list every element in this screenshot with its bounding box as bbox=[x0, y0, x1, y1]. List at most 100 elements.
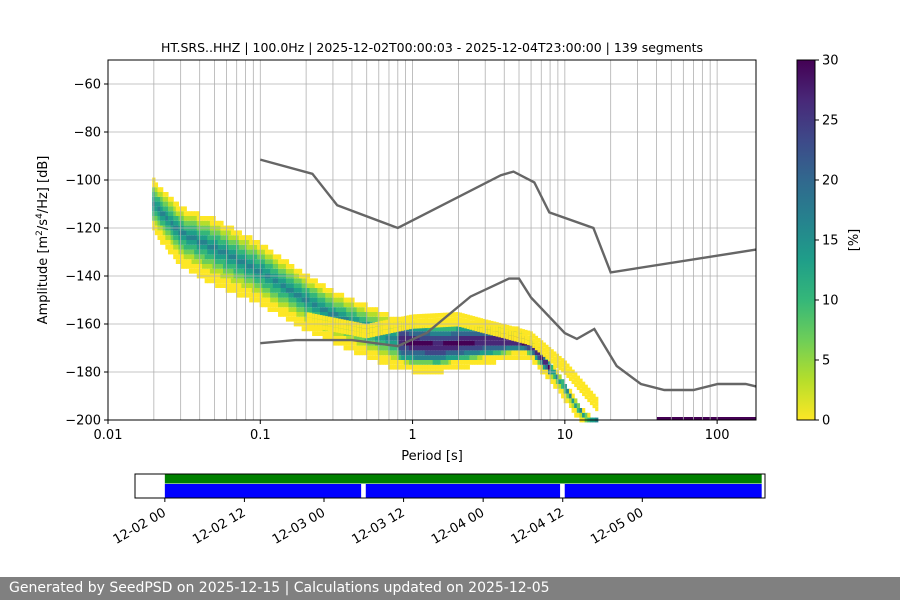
psd-cell bbox=[301, 302, 305, 308]
psd-cell bbox=[338, 307, 342, 312]
psd-cell bbox=[238, 268, 242, 274]
psd-cell bbox=[181, 264, 185, 269]
psd-cell bbox=[364, 302, 368, 308]
psd-cell bbox=[568, 393, 573, 399]
psd-cell bbox=[280, 297, 284, 303]
psd-cell bbox=[306, 278, 311, 284]
psd-cell bbox=[516, 327, 520, 333]
psd-cell bbox=[330, 326, 334, 332]
psd-cell bbox=[296, 278, 300, 284]
psd-cell bbox=[466, 364, 470, 370]
psd-cell bbox=[527, 340, 531, 345]
psd-cell bbox=[443, 350, 447, 356]
psd-cell bbox=[555, 384, 560, 389]
psd-cell bbox=[233, 254, 237, 260]
psd-cell bbox=[322, 325, 326, 330]
psd-cell bbox=[558, 360, 562, 366]
psd-cell bbox=[498, 327, 502, 333]
psd-cell bbox=[322, 302, 326, 308]
psd-cell bbox=[409, 364, 413, 370]
psd-cell bbox=[183, 254, 187, 260]
psd-cell bbox=[257, 240, 261, 245]
psd-cell bbox=[280, 283, 284, 288]
psd-cell bbox=[306, 322, 311, 327]
psd-cell bbox=[490, 350, 494, 356]
psd-cell bbox=[432, 350, 436, 356]
psd-cell bbox=[440, 336, 444, 341]
psd-cell bbox=[196, 220, 200, 226]
psd-cell bbox=[516, 345, 520, 351]
psd-cell bbox=[335, 340, 339, 346]
psd-cell bbox=[537, 338, 541, 343]
psd-cell bbox=[223, 249, 227, 255]
psd-cell bbox=[427, 326, 431, 332]
psd-cell bbox=[319, 302, 324, 308]
psd-cell bbox=[322, 312, 326, 317]
psd-cell bbox=[254, 292, 258, 298]
psd-cell bbox=[380, 345, 384, 351]
psd-cell bbox=[217, 244, 221, 250]
psd-cell bbox=[314, 297, 318, 303]
psd-cell bbox=[330, 297, 334, 303]
psd-cell bbox=[154, 230, 159, 236]
psd-cell bbox=[375, 336, 379, 341]
psd-cell bbox=[280, 288, 284, 293]
plot-frame bbox=[107, 59, 757, 421]
psd-cell bbox=[364, 316, 368, 322]
psd-cell bbox=[335, 307, 339, 312]
psd-cell bbox=[485, 345, 489, 351]
psd-cell bbox=[388, 323, 392, 329]
psd-cell bbox=[477, 317, 481, 323]
psd-cell bbox=[469, 360, 473, 365]
psd-cell bbox=[487, 355, 491, 360]
psd-cell bbox=[309, 312, 313, 318]
psd-cell bbox=[196, 249, 200, 255]
psd-cell bbox=[272, 302, 276, 308]
psd-cell bbox=[474, 316, 478, 322]
psd-cell bbox=[278, 259, 282, 264]
psd-cell bbox=[406, 364, 410, 370]
psd-cell bbox=[540, 340, 544, 346]
psd-cell bbox=[351, 330, 355, 336]
psd-cell bbox=[574, 382, 578, 387]
psd-cell bbox=[283, 264, 287, 269]
psd-cell bbox=[456, 340, 460, 346]
colorbar-tick-label: 10 bbox=[822, 294, 839, 309]
psd-cell bbox=[246, 240, 250, 245]
psd-cell bbox=[319, 288, 324, 293]
psd-cell bbox=[456, 316, 460, 322]
psd-cell bbox=[167, 216, 172, 221]
psd-cell bbox=[325, 331, 329, 336]
psd-cell bbox=[267, 259, 271, 264]
psd-cell bbox=[267, 288, 271, 293]
psd-cell bbox=[264, 302, 269, 308]
psd-cell bbox=[267, 264, 271, 269]
psd-cell bbox=[495, 355, 499, 360]
psd-cell bbox=[595, 406, 599, 412]
psd-cell bbox=[346, 320, 350, 326]
psd-cell bbox=[566, 363, 570, 369]
chart-title: HT.SRS..HHZ | 100.0Hz | 2025-12-02T00:00… bbox=[161, 40, 703, 55]
psd-cell bbox=[335, 327, 339, 333]
psd-cell bbox=[348, 320, 352, 326]
psd-cell bbox=[283, 278, 287, 284]
psd-cell bbox=[249, 254, 253, 260]
psd-cell bbox=[367, 355, 371, 360]
psd-cell bbox=[354, 350, 358, 356]
psd-cell bbox=[312, 313, 316, 319]
psd-cell bbox=[325, 336, 329, 341]
psd-cell bbox=[236, 254, 240, 260]
psd-cell bbox=[280, 264, 284, 269]
psd-cell bbox=[220, 259, 224, 264]
psd-cell bbox=[183, 216, 187, 221]
psd-cell bbox=[220, 220, 224, 226]
psd-cell bbox=[241, 249, 245, 255]
psd-cell bbox=[314, 307, 318, 312]
psd-cell bbox=[191, 216, 195, 221]
psd-cell bbox=[275, 268, 279, 274]
psd-cell bbox=[183, 264, 187, 269]
psd-cell bbox=[285, 268, 290, 274]
psd-cell bbox=[409, 340, 413, 346]
psd-cell bbox=[183, 235, 187, 240]
psd-cell bbox=[555, 353, 560, 359]
